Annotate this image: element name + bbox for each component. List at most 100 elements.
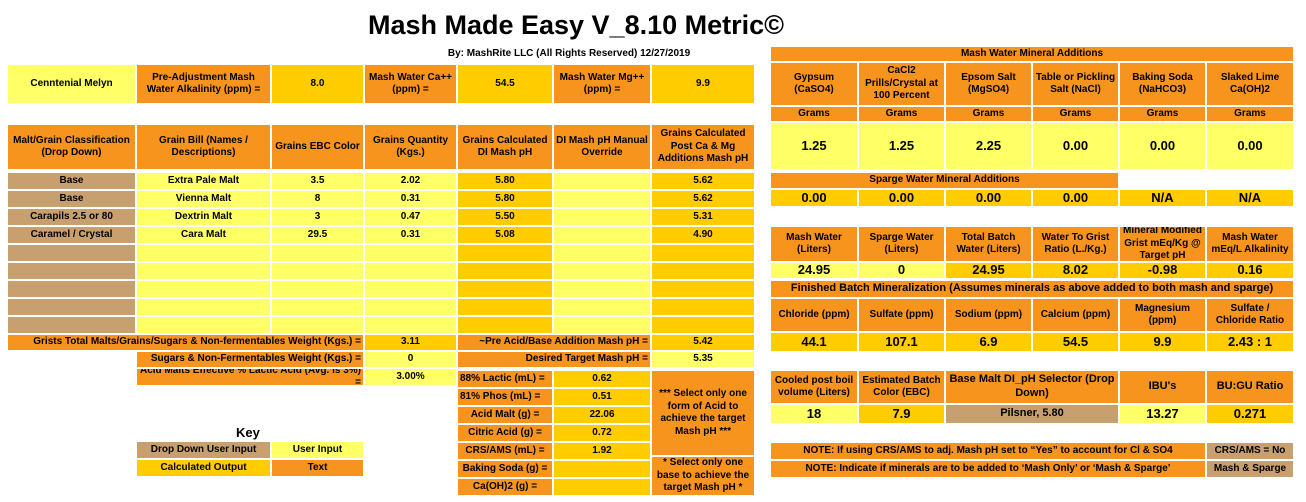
grain-ebc-input[interactable] <box>271 262 364 280</box>
grain-qty-input[interactable]: 2.02 <box>364 172 457 190</box>
crs-ams-label: CRS/AMS (mL) = <box>457 442 553 460</box>
grain-name-input[interactable] <box>136 316 271 334</box>
batch-color-header: Estimated Batch Color (EBC) <box>858 370 945 404</box>
mash-sparge-dropdown[interactable]: Mash & Sparge <box>1206 460 1294 478</box>
grain-post-ph <box>651 316 755 334</box>
grain-di-ph: 5.80 <box>457 172 553 190</box>
unit-grams: Grams <box>1206 106 1294 122</box>
target-ph-input[interactable]: 5.35 <box>651 351 755 368</box>
grain-qty-input[interactable]: 0.31 <box>364 226 457 244</box>
grain-ebc-input[interactable] <box>271 280 364 298</box>
magnesium-value: 9.9 <box>1119 332 1206 352</box>
baking-soda-value <box>553 460 651 478</box>
grain-name-input[interactable]: Vienna Malt <box>136 190 271 208</box>
grain-ebc-input[interactable] <box>271 316 364 334</box>
post-boil-volume-input[interactable]: 18 <box>770 404 858 424</box>
recipe-name-cell[interactable]: Cenntenial Melyn <box>7 64 136 104</box>
grain-override-input[interactable] <box>553 316 651 334</box>
caoh2-value <box>553 478 651 496</box>
epsom-mash-input[interactable]: 2.25 <box>945 122 1032 170</box>
calcium-header: Calcium (ppm) <box>1032 298 1119 332</box>
mash-mg-label: Mash Water Mg++ (ppm) = <box>553 64 651 104</box>
grain-qty-input[interactable] <box>364 262 457 280</box>
so4-cl-ratio-value: 2.43 : 1 <box>1206 332 1294 352</box>
grain-class-dropdown[interactable]: Carapils 2.5 or 80 <box>7 208 136 226</box>
mineral-header-nacl: Table or Pickling Salt (NaCl) <box>1032 62 1119 106</box>
grain-class-dropdown[interactable]: Base <box>7 190 136 208</box>
caoh2-mash-input[interactable]: 0.00 <box>1206 122 1294 170</box>
grain-di-ph <box>457 280 553 298</box>
sparge-water-input[interactable]: 0 <box>858 262 945 279</box>
grain-override-input[interactable] <box>553 262 651 280</box>
grain-qty-input[interactable] <box>364 280 457 298</box>
header-override: DI Mash pH Manual Override <box>553 124 651 170</box>
lactic-label: 88% Lactic (mL) = <box>457 370 553 388</box>
grain-qty-input[interactable]: 0.47 <box>364 208 457 226</box>
acid-malt-value: 22.06 <box>553 406 651 424</box>
crs-ams-dropdown[interactable]: CRS/AMS = No <box>1206 442 1294 460</box>
crs-ams-value: 1.92 <box>553 442 651 460</box>
grain-ebc-input[interactable]: 3 <box>271 208 364 226</box>
grain-ebc-input[interactable] <box>271 244 364 262</box>
sodium-header: Sodium (ppm) <box>945 298 1032 332</box>
grain-override-input[interactable] <box>553 208 651 226</box>
gypsum-sparge-value: 0.00 <box>770 189 858 207</box>
mash-water-input[interactable]: 24.95 <box>770 262 858 279</box>
acid-malt-pct-input[interactable]: 3.00% <box>364 368 457 386</box>
caoh2-sparge-value: N/A <box>1206 189 1294 207</box>
grain-class-dropdown[interactable] <box>7 262 136 280</box>
grain-name-input[interactable] <box>136 280 271 298</box>
cacl2-mash-input[interactable]: 1.25 <box>858 122 945 170</box>
grain-class-dropdown[interactable] <box>7 316 136 334</box>
grain-name-input[interactable] <box>136 244 271 262</box>
grain-ebc-input[interactable]: 3.5 <box>271 172 364 190</box>
page-title: Mash Made Easy V_8.10 Metric© <box>367 10 785 40</box>
key-title: Key <box>236 425 260 440</box>
sugars-input[interactable]: 0 <box>364 351 457 368</box>
grain-ebc-input[interactable] <box>271 298 364 316</box>
grain-qty-input[interactable] <box>364 298 457 316</box>
sparge-water-header: Sparge Water (Liters) <box>858 226 945 262</box>
grain-di-ph <box>457 298 553 316</box>
crs-note: NOTE: If using CRS/AMS to adj. Mash pH s… <box>770 442 1206 460</box>
bugu-header: BU:GU Ratio <box>1206 370 1294 404</box>
grain-name-input[interactable] <box>136 298 271 316</box>
grain-override-input[interactable] <box>553 298 651 316</box>
grain-name-input[interactable]: Dextrin Malt <box>136 208 271 226</box>
gypsum-mash-input[interactable]: 1.25 <box>770 122 858 170</box>
magnesium-header: Magnesium (ppm) <box>1119 298 1206 332</box>
grain-override-input[interactable] <box>553 244 651 262</box>
grain-name-input[interactable] <box>136 262 271 280</box>
ibu-input[interactable]: 13.27 <box>1119 404 1206 424</box>
grain-name-input[interactable]: Extra Pale Malt <box>136 172 271 190</box>
grain-class-dropdown[interactable]: Base <box>7 172 136 190</box>
grain-class-dropdown[interactable] <box>7 298 136 316</box>
base-malt-selector-dropdown[interactable]: Pilsner, 5.80 <box>945 404 1119 424</box>
nacl-sparge-value: 0.00 <box>1032 189 1119 207</box>
grain-qty-input[interactable]: 0.31 <box>364 190 457 208</box>
grain-di-ph: 5.80 <box>457 190 553 208</box>
post-boil-volume-header: Cooled post boil volume (Liters) <box>770 370 858 404</box>
alkalinity-value: 8.0 <box>271 64 364 104</box>
byline: By: MashRite LLC (All Rights Reserved) 1… <box>447 48 691 59</box>
grain-ebc-input[interactable]: 8 <box>271 190 364 208</box>
grain-class-dropdown[interactable] <box>7 280 136 298</box>
mineral-header-gypsum: Gypsum (CaSO4) <box>770 62 858 106</box>
grain-override-input[interactable] <box>553 280 651 298</box>
nahco3-mash-input[interactable]: 0.00 <box>1119 122 1206 170</box>
grain-ebc-input[interactable]: 29.5 <box>271 226 364 244</box>
grain-override-input[interactable] <box>553 226 651 244</box>
grain-override-input[interactable] <box>553 190 651 208</box>
grain-qty-input[interactable] <box>364 316 457 334</box>
grain-override-input[interactable] <box>553 172 651 190</box>
sodium-value: 6.9 <box>945 332 1032 352</box>
grain-class-dropdown[interactable] <box>7 244 136 262</box>
mash-ca-label: Mash Water Ca++ (ppm) = <box>364 64 457 104</box>
grain-class-dropdown[interactable]: Caramel / Crystal <box>7 226 136 244</box>
grain-name-input[interactable]: Cara Malt <box>136 226 271 244</box>
so4-cl-ratio-header: Sulfate / Chloride Ratio <box>1206 298 1294 332</box>
caoh2-label: Ca(OH)2 (g) = <box>457 478 553 496</box>
mineral-header-cacl2: CaCl2 Prills/Crystal at 100 Percent <box>858 62 945 106</box>
grain-qty-input[interactable] <box>364 244 457 262</box>
nacl-mash-input[interactable]: 0.00 <box>1032 122 1119 170</box>
